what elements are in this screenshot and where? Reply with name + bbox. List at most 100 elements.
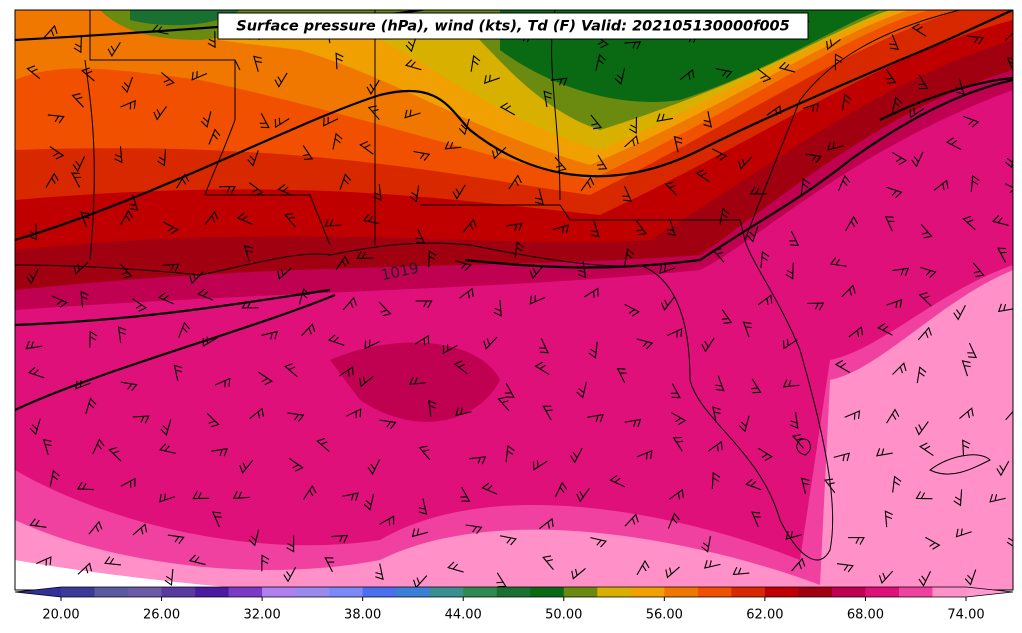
wind-barb [114,146,123,164]
wind-barb [73,36,82,54]
wind-barb [624,135,639,148]
wind-barb [120,263,133,279]
colorbar-segment [128,587,163,597]
wind-barb [301,323,316,337]
wind-barb [284,212,296,228]
coastline [15,10,961,561]
wind-barb [29,418,41,436]
wind-barb [29,518,47,528]
colorbar-tick-label: 50.00 [545,608,582,623]
wind-barb [335,255,350,271]
wind-barb [239,459,254,474]
wind-barb [841,284,856,298]
wind-barb [670,383,681,399]
wind-barb [289,458,304,472]
wind-barb [577,261,587,279]
wind-barb [160,419,172,436]
colorbar-segment [429,587,464,597]
wind-barb [363,493,375,511]
wind-barb [405,35,417,53]
colorbar-tick-label: 74.00 [947,608,984,623]
wind-barb [917,326,932,341]
wind-barb [323,116,339,127]
wind-barb [785,531,802,540]
colorbar-segment [597,587,632,597]
wind-barb [414,334,430,346]
colorbar-segment [831,587,866,597]
wind-barb [845,215,859,232]
wind-barb [884,510,893,528]
isobar [15,10,1013,242]
wind-barb [164,568,174,586]
colorbar-tick-label: 62.00 [746,608,783,623]
wind-barb [500,535,517,546]
wind-barb [508,174,522,190]
wind-barb [878,570,894,585]
wind-barb [529,265,544,280]
wind-barb [188,554,206,566]
wind-barb [274,72,288,88]
wind-barb [504,382,515,398]
wind-barb [259,113,270,129]
wind-barb [989,493,1006,503]
wind-barb [916,366,927,384]
wind-barb [782,379,800,388]
wind-barb [1016,555,1022,572]
wind-barb [711,148,728,161]
wind-barb [970,174,980,192]
wind-barb [157,149,167,167]
wind-barb [955,78,965,95]
colorbar-segment [161,587,196,597]
wind-barb [157,292,174,305]
wind-barb [997,247,1008,263]
wind-barb [258,371,273,386]
wind-barb [283,566,297,583]
wind-barb [197,288,214,301]
wind-barb [173,364,183,382]
wind-barb [742,321,753,338]
wind-barb [834,53,843,71]
wind-barb [751,511,761,528]
wind-barb [624,513,639,527]
colorbar-segment [94,587,129,597]
wind-barb [889,34,900,50]
wind-barb [81,67,95,82]
wind-barb [121,76,134,94]
colorbar-segment [496,587,531,597]
wind-barb [778,61,796,73]
wind-barb [673,135,683,153]
wind-barb [447,561,464,573]
wind-barb [841,93,852,111]
wind-barb [953,489,963,507]
wind-barb [945,137,962,150]
wind-barb [367,105,380,120]
colorbar: 20.00 26.00 32.00 38.00 44.00 50.00 56.00 62.00… [14,586,1014,623]
wind-barb [844,410,861,420]
wind-barb [917,74,929,90]
wind-barb [624,303,640,317]
wind-barb [919,442,934,457]
wind-barb [298,287,310,305]
wind-barb [404,59,422,71]
wind-barb [232,490,250,500]
wind-barb [356,251,374,260]
wind-barb [918,292,932,307]
wind-barb [36,556,52,566]
wind-barb [791,557,806,572]
wind-barb [955,528,972,538]
wind-barb [915,421,929,436]
colorbar-segment [898,587,933,597]
wind-barb [933,179,949,191]
wind-barb [790,412,799,429]
wind-barb [587,413,604,423]
colorbar-segment [697,587,732,597]
wind-barb [876,448,893,457]
wind-barb [481,482,498,495]
wind-barb [207,31,216,49]
wind-barb [915,491,933,500]
wind-barb [415,228,426,244]
wind-barb [107,41,121,57]
wind-barb [590,537,608,548]
wind-barb [580,176,595,191]
